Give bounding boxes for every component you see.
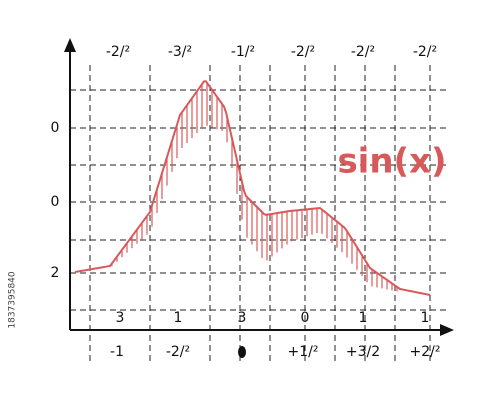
left-label: 0 [51, 120, 60, 136]
left-label: 2 [51, 265, 60, 281]
x-arrow [440, 324, 454, 336]
bottom-label: +3/2 [346, 344, 380, 360]
labels: -2/² -3/² -1/² -2/² -2/² -2/² 0 0 2 3 1 3 0 1 1 -1 -2/² +… [51, 44, 441, 360]
bottom-label: -2/² [166, 344, 190, 360]
hatching [111, 82, 398, 292]
title: sin(x) [337, 142, 446, 182]
dot [238, 346, 246, 358]
inner-label: 3 [238, 310, 247, 326]
top-label: -2/² [413, 44, 437, 60]
inner-label: 0 [301, 310, 310, 326]
bottom-label: +1/² [288, 344, 319, 360]
bottom-label: +2/² [410, 344, 441, 360]
stock-id: 1837395840 [8, 271, 18, 329]
curve [74, 80, 431, 296]
grid [70, 65, 450, 365]
inner-label: 1 [174, 310, 183, 326]
inner-label: 3 [116, 310, 125, 326]
y-arrow [64, 38, 76, 52]
top-label: -3/² [168, 44, 192, 60]
top-label: -2/² [351, 44, 375, 60]
inner-label: 1 [421, 310, 430, 326]
bottom-label: -1 [110, 344, 124, 360]
inner-label: 1 [359, 310, 368, 326]
top-label: -2/² [291, 44, 315, 60]
left-label: 0 [51, 194, 60, 210]
top-label: -1/² [231, 44, 255, 60]
top-label: -2/² [106, 44, 130, 60]
